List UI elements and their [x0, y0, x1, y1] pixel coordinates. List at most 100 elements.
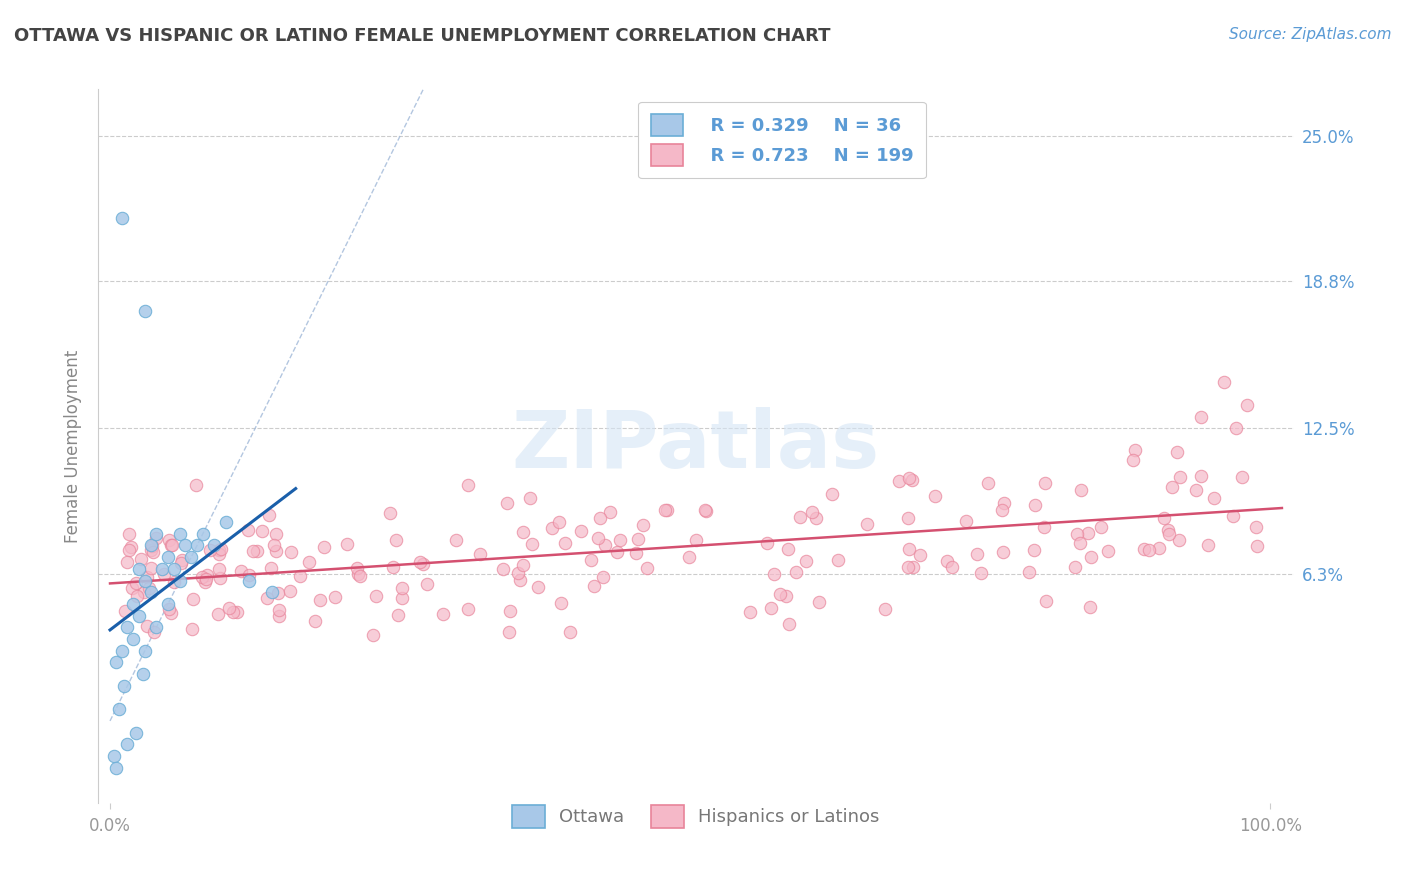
Point [900, 473, 922, 487]
Point [901, 559, 924, 574]
Point [141, 543, 163, 558]
Point [976, 475, 998, 490]
Point [558, 625, 581, 640]
Point [1024, 543, 1046, 558]
Point [162, 538, 184, 552]
Point [117, 620, 139, 634]
Point [114, 604, 136, 618]
Point [804, 510, 827, 524]
Legend: Ottawa, Hispanics or Latinos: Ottawa, Hispanics or Latinos [499, 793, 893, 840]
Point [122, 597, 145, 611]
Point [160, 606, 183, 620]
Point [194, 574, 217, 589]
Point [142, 545, 165, 559]
Point [128, 608, 150, 623]
Point [1132, 542, 1154, 557]
Point [512, 524, 534, 539]
Point [1064, 559, 1087, 574]
Point [1202, 491, 1225, 506]
Point [387, 608, 409, 623]
Point [262, 585, 284, 599]
Point [1244, 520, 1267, 534]
Point [238, 568, 260, 582]
Point [657, 503, 679, 517]
Point [298, 555, 321, 569]
Point [910, 548, 932, 562]
Point [636, 560, 658, 574]
Point [207, 607, 229, 621]
Point [256, 591, 278, 606]
Point [191, 570, 214, 584]
Point [769, 587, 792, 601]
Point [606, 545, 628, 559]
Point [260, 561, 283, 575]
Point [134, 304, 156, 318]
Point [1077, 526, 1099, 541]
Point [200, 542, 222, 557]
Point [1222, 508, 1244, 523]
Point [208, 547, 231, 561]
Point [1070, 483, 1092, 497]
Point [208, 543, 231, 558]
Point [547, 515, 569, 529]
Point [624, 545, 647, 559]
Point [875, 602, 897, 616]
Point [685, 533, 707, 548]
Point [169, 526, 191, 541]
Point [993, 496, 1015, 510]
Point [763, 566, 786, 581]
Point [789, 510, 811, 524]
Point [145, 532, 167, 546]
Point [412, 557, 434, 571]
Point [118, 526, 141, 541]
Point [208, 562, 231, 576]
Point [141, 539, 163, 553]
Point [290, 569, 312, 583]
Point [222, 605, 245, 619]
Point [457, 602, 479, 616]
Point [160, 538, 183, 552]
Point [181, 592, 204, 607]
Point [1080, 550, 1102, 565]
Point [609, 533, 631, 547]
Point [385, 533, 408, 548]
Point [1147, 541, 1170, 555]
Point [238, 574, 260, 588]
Point [180, 622, 202, 636]
Point [242, 543, 264, 558]
Point [391, 581, 413, 595]
Point [134, 574, 156, 588]
Point [569, 524, 592, 538]
Point [391, 591, 413, 605]
Point [204, 538, 226, 552]
Point [1168, 470, 1191, 484]
Point [314, 541, 336, 555]
Point [115, 555, 138, 569]
Point [589, 511, 612, 525]
Point [172, 553, 194, 567]
Point [163, 574, 186, 589]
Point [180, 550, 202, 565]
Point [1246, 539, 1268, 553]
Point [540, 521, 562, 535]
Point [1078, 600, 1101, 615]
Point [323, 591, 346, 605]
Point [1189, 469, 1212, 483]
Point [1157, 526, 1180, 541]
Point [122, 632, 145, 646]
Point [966, 547, 988, 561]
Point [145, 526, 167, 541]
Point [1166, 445, 1188, 459]
Point [111, 644, 134, 658]
Point [218, 600, 240, 615]
Point [1066, 527, 1088, 541]
Point [139, 585, 162, 599]
Point [970, 566, 993, 580]
Point [457, 477, 479, 491]
Point [252, 524, 274, 538]
Point [195, 572, 218, 586]
Point [496, 496, 519, 510]
Point [856, 516, 879, 531]
Point [349, 569, 371, 583]
Point [157, 550, 180, 565]
